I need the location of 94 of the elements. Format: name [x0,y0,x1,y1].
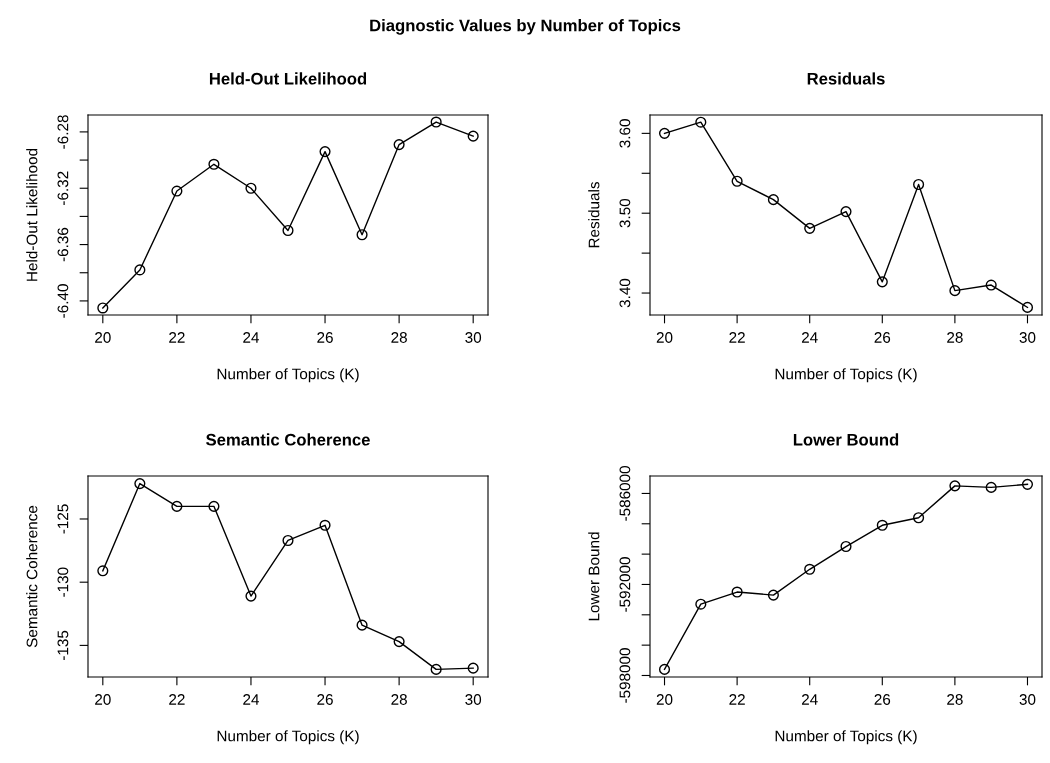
point [695,116,707,128]
point [356,229,368,241]
x-tick-label: 28 [947,332,963,343]
point [467,662,479,674]
x-tick-label: 28 [391,694,407,705]
x-axis-title: Number of Topics (K) [217,730,359,745]
x-tick-label: 24 [801,694,818,705]
chart-title: Lower Bound [793,433,899,446]
y-tick-label: -125 [57,504,69,534]
x-tick-label: 20 [95,332,111,343]
y-tick-label: -130 [57,567,69,597]
x-tick-label: 22 [169,332,185,343]
y-axis-title: Semantic Coherence [26,505,38,648]
point [282,224,294,237]
point [804,222,816,234]
y-tick-label: -592000 [619,557,631,612]
point [695,598,707,610]
point [171,500,183,512]
y-axis-title: Held-Out Likelihood [26,148,38,281]
y-tick-label: -6.28 [57,115,69,149]
text: Diagnostic Values by Number of Topics [370,19,681,35]
y-tick-label: 3.50 [619,198,631,228]
point [430,663,442,675]
point [245,182,257,194]
point [658,663,671,675]
point [356,619,368,631]
point [913,512,925,524]
point [767,589,779,601]
x-axis-title: Number of Topics (K) [217,368,359,383]
point [319,519,331,531]
y-tick-label: 3.40 [619,278,631,308]
point [949,285,961,297]
chart-title: Held-Out Likelihood [209,72,367,85]
point [985,279,997,291]
x-tick-label: 22 [729,694,745,705]
point [804,563,816,575]
y-axis-title: Lower Bound [588,532,600,621]
y-axis-title: Residuals [588,182,600,248]
x-tick-label: 20 [656,694,673,705]
point [658,127,671,139]
x-tick-label: 26 [317,694,333,705]
point [731,175,743,187]
point [245,590,257,602]
x-tick-label: 26 [874,694,891,705]
x-tick-label: 28 [391,332,407,343]
point [840,540,852,553]
point [1021,301,1034,313]
point [876,276,888,288]
y-tick-label: -586000 [619,466,631,521]
point [467,130,479,142]
x-tick-label: 30 [1019,332,1036,343]
point [134,478,146,490]
x-tick-label: 22 [729,332,745,343]
chart-title: Semantic Coherence [206,433,370,446]
point [282,534,294,547]
x-tick-label: 28 [947,694,963,705]
x-tick-label: 30 [1019,694,1036,705]
x-tick-label: 24 [801,332,818,343]
point [134,264,146,276]
point [393,139,405,151]
point [319,146,331,158]
point [840,206,852,218]
y-tick-label: -135 [57,630,69,661]
point [393,636,405,648]
x-axis-title: Number of Topics (K) [775,730,917,745]
point [171,185,183,197]
y-tick-label: 3.60 [619,119,631,148]
x-tick-label: 26 [874,332,891,343]
point [985,481,997,493]
chart-title: Residuals [807,72,885,85]
point [97,565,109,577]
point [97,302,109,314]
x-tick-label: 24 [243,694,260,705]
x-axis-title: Number of Topics (K) [775,368,917,383]
point [208,158,220,170]
point [430,116,442,128]
x-tick-label: 22 [169,694,185,705]
point [208,500,220,512]
y-tick-label: -6.40 [57,284,69,318]
point [876,519,888,531]
x-tick-label: 24 [243,332,260,343]
x-tick-label: 26 [317,332,333,343]
x-tick-label: 20 [95,694,111,705]
y-tick-label: -598000 [619,648,631,703]
point [1021,478,1034,490]
point [731,586,743,598]
y-tick-label: -6.32 [57,171,69,205]
y-tick-label: -6.36 [57,227,69,262]
x-tick-label: 30 [465,694,482,705]
x-tick-label: 20 [656,332,673,343]
x-tick-label: 30 [465,332,482,343]
point [949,480,961,492]
point [913,178,925,191]
point [767,194,779,206]
